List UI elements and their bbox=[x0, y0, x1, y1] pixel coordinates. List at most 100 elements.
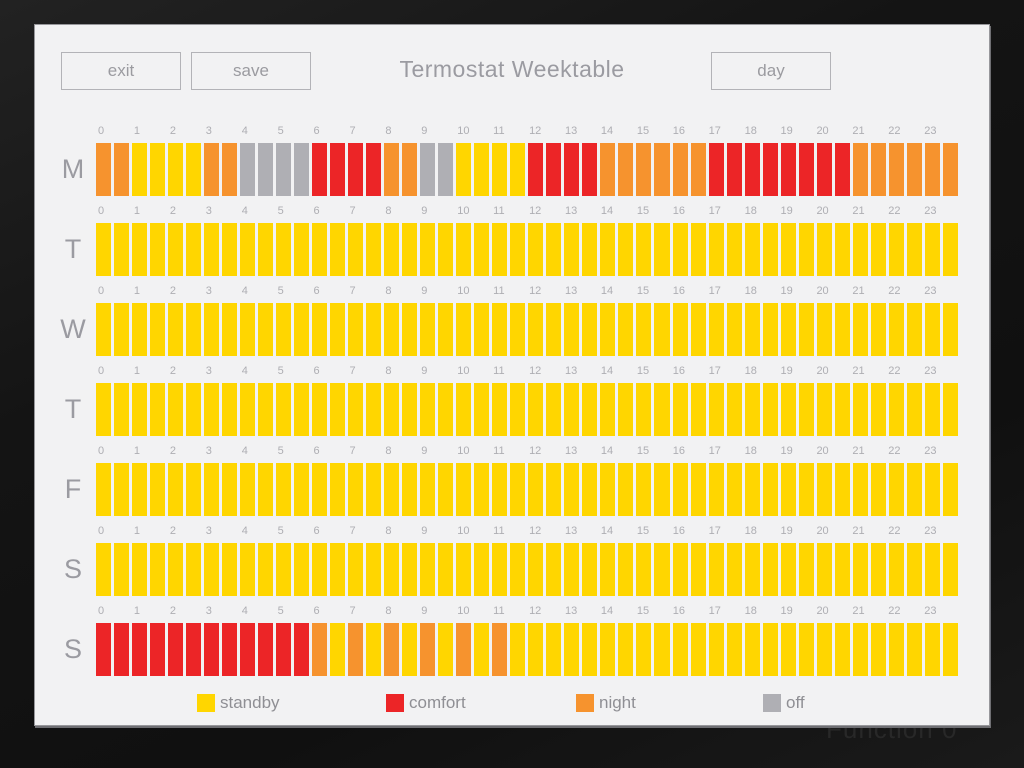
time-slot[interactable] bbox=[564, 223, 580, 276]
time-slot[interactable] bbox=[906, 623, 922, 676]
time-slot[interactable] bbox=[582, 463, 598, 516]
time-slot[interactable] bbox=[348, 383, 364, 436]
time-slot[interactable] bbox=[870, 223, 886, 276]
time-slot[interactable] bbox=[294, 623, 310, 676]
time-slot[interactable] bbox=[456, 463, 472, 516]
time-slot[interactable] bbox=[564, 463, 580, 516]
time-slot[interactable] bbox=[762, 223, 778, 276]
time-slot[interactable] bbox=[438, 143, 454, 196]
time-slot[interactable] bbox=[510, 223, 526, 276]
time-slot[interactable] bbox=[384, 543, 400, 596]
time-slot[interactable] bbox=[744, 303, 760, 356]
time-slot[interactable] bbox=[492, 223, 508, 276]
time-slot[interactable] bbox=[546, 623, 562, 676]
time-slot[interactable] bbox=[528, 143, 544, 196]
time-slot[interactable] bbox=[222, 223, 238, 276]
time-slot[interactable] bbox=[240, 543, 256, 596]
time-slot[interactable] bbox=[636, 543, 652, 596]
time-slot[interactable] bbox=[600, 223, 616, 276]
time-slot[interactable] bbox=[906, 383, 922, 436]
time-slot[interactable] bbox=[150, 383, 166, 436]
time-slot[interactable] bbox=[528, 463, 544, 516]
time-slot[interactable] bbox=[294, 463, 310, 516]
time-slot[interactable] bbox=[582, 623, 598, 676]
time-slot[interactable] bbox=[780, 223, 796, 276]
save-button[interactable]: save bbox=[191, 52, 311, 90]
time-slot[interactable] bbox=[834, 303, 850, 356]
time-slot[interactable] bbox=[132, 383, 148, 436]
time-slot[interactable] bbox=[762, 303, 778, 356]
time-slot[interactable] bbox=[474, 623, 490, 676]
time-slot[interactable] bbox=[618, 623, 634, 676]
time-slot[interactable] bbox=[240, 463, 256, 516]
time-slot[interactable] bbox=[708, 143, 724, 196]
time-slot[interactable] bbox=[906, 223, 922, 276]
time-slot[interactable] bbox=[240, 623, 256, 676]
time-slot[interactable] bbox=[834, 543, 850, 596]
time-slot[interactable] bbox=[762, 143, 778, 196]
time-slot[interactable] bbox=[852, 463, 868, 516]
time-slot[interactable] bbox=[384, 383, 400, 436]
time-slot[interactable] bbox=[366, 623, 382, 676]
time-slot[interactable] bbox=[816, 223, 832, 276]
time-slot[interactable] bbox=[600, 303, 616, 356]
time-slot[interactable] bbox=[780, 303, 796, 356]
time-slot[interactable] bbox=[942, 303, 958, 356]
time-slot[interactable] bbox=[834, 623, 850, 676]
time-slot[interactable] bbox=[402, 623, 418, 676]
time-slot[interactable] bbox=[438, 223, 454, 276]
time-slot[interactable] bbox=[852, 223, 868, 276]
time-slot[interactable] bbox=[888, 383, 904, 436]
time-slot[interactable] bbox=[330, 303, 346, 356]
time-slot[interactable] bbox=[942, 623, 958, 676]
time-slot[interactable] bbox=[474, 383, 490, 436]
day-view-button[interactable]: day bbox=[711, 52, 831, 90]
time-slot[interactable] bbox=[852, 143, 868, 196]
time-slot[interactable] bbox=[564, 383, 580, 436]
time-slot[interactable] bbox=[618, 143, 634, 196]
time-slot[interactable] bbox=[132, 543, 148, 596]
time-slot[interactable] bbox=[600, 383, 616, 436]
time-slot[interactable] bbox=[114, 303, 130, 356]
time-slot[interactable] bbox=[96, 463, 112, 516]
time-slot[interactable] bbox=[186, 543, 202, 596]
time-slot[interactable] bbox=[546, 223, 562, 276]
time-slot[interactable] bbox=[924, 543, 940, 596]
time-slot[interactable] bbox=[618, 543, 634, 596]
time-slot[interactable] bbox=[708, 303, 724, 356]
time-slot[interactable] bbox=[852, 383, 868, 436]
time-slot[interactable] bbox=[312, 303, 328, 356]
time-slot[interactable] bbox=[420, 223, 436, 276]
time-slot[interactable] bbox=[744, 143, 760, 196]
time-slot[interactable] bbox=[456, 143, 472, 196]
time-slot[interactable] bbox=[672, 543, 688, 596]
time-slot[interactable] bbox=[168, 383, 184, 436]
time-slot[interactable] bbox=[456, 383, 472, 436]
time-slot[interactable] bbox=[276, 223, 292, 276]
time-slot[interactable] bbox=[294, 303, 310, 356]
time-slot[interactable] bbox=[240, 223, 256, 276]
time-slot[interactable] bbox=[942, 543, 958, 596]
time-slot[interactable] bbox=[636, 143, 652, 196]
time-slot[interactable] bbox=[888, 143, 904, 196]
time-slot[interactable] bbox=[114, 383, 130, 436]
time-slot[interactable] bbox=[726, 303, 742, 356]
time-slot[interactable] bbox=[96, 623, 112, 676]
time-slot[interactable] bbox=[240, 143, 256, 196]
time-slot[interactable] bbox=[816, 303, 832, 356]
time-slot[interactable] bbox=[456, 303, 472, 356]
time-slot[interactable] bbox=[420, 383, 436, 436]
time-slot[interactable] bbox=[384, 623, 400, 676]
time-slot[interactable] bbox=[618, 463, 634, 516]
time-slot[interactable] bbox=[798, 543, 814, 596]
time-slot[interactable] bbox=[942, 223, 958, 276]
time-slot[interactable] bbox=[672, 383, 688, 436]
time-slot[interactable] bbox=[276, 383, 292, 436]
time-slot[interactable] bbox=[690, 623, 706, 676]
time-slot[interactable] bbox=[600, 463, 616, 516]
time-slot[interactable] bbox=[330, 143, 346, 196]
time-slot[interactable] bbox=[294, 223, 310, 276]
time-slot[interactable] bbox=[114, 543, 130, 596]
time-slot[interactable] bbox=[888, 543, 904, 596]
time-slot[interactable] bbox=[258, 623, 274, 676]
